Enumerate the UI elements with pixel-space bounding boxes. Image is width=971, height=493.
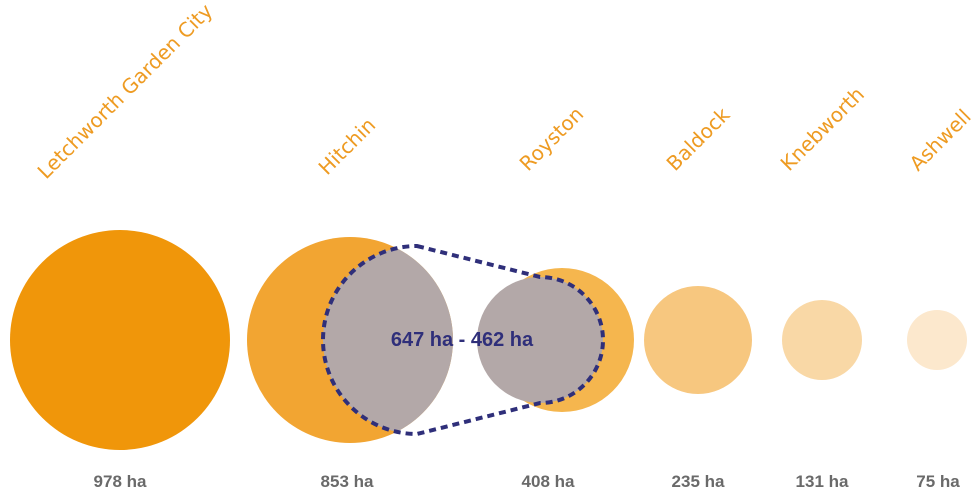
- town-label-letchworth: Letchworth Garden City: [33, 0, 218, 184]
- area-label-knebworth: 131 ha: [796, 472, 849, 491]
- area-label-hitchin: 853 ha: [321, 472, 374, 491]
- range-dashed-outline: [321, 243, 605, 437]
- circle-ashwell: [907, 310, 967, 370]
- area-label-baldock: 235 ha: [672, 472, 725, 491]
- area-label-ashwell: 75 ha: [916, 472, 960, 491]
- area-labels: 978 ha 853 ha 408 ha 235 ha 131 ha 75 ha: [94, 472, 961, 491]
- town-label-hitchin: Hitchin: [314, 113, 381, 180]
- town-labels: Letchworth Garden City Hitchin Royston B…: [33, 0, 971, 184]
- range-circle-min: [477, 277, 603, 403]
- range-label: 647 ha - 462 ha: [391, 329, 534, 351]
- circle-letchworth: [10, 230, 230, 450]
- circle-knebworth: [782, 300, 862, 380]
- town-label-ashwell: Ashwell: [905, 104, 971, 175]
- circle-baldock: [644, 286, 752, 394]
- town-label-knebworth: Knebworth: [776, 82, 869, 175]
- town-label-royston: Royston: [515, 102, 589, 176]
- area-label-letchworth: 978 ha: [94, 472, 147, 491]
- area-label-royston: 408 ha: [522, 472, 575, 491]
- range-overlay: 647 ha - 462 ha: [321, 243, 605, 437]
- town-label-baldock: Baldock: [662, 102, 735, 175]
- range-circle-max: [323, 246, 453, 434]
